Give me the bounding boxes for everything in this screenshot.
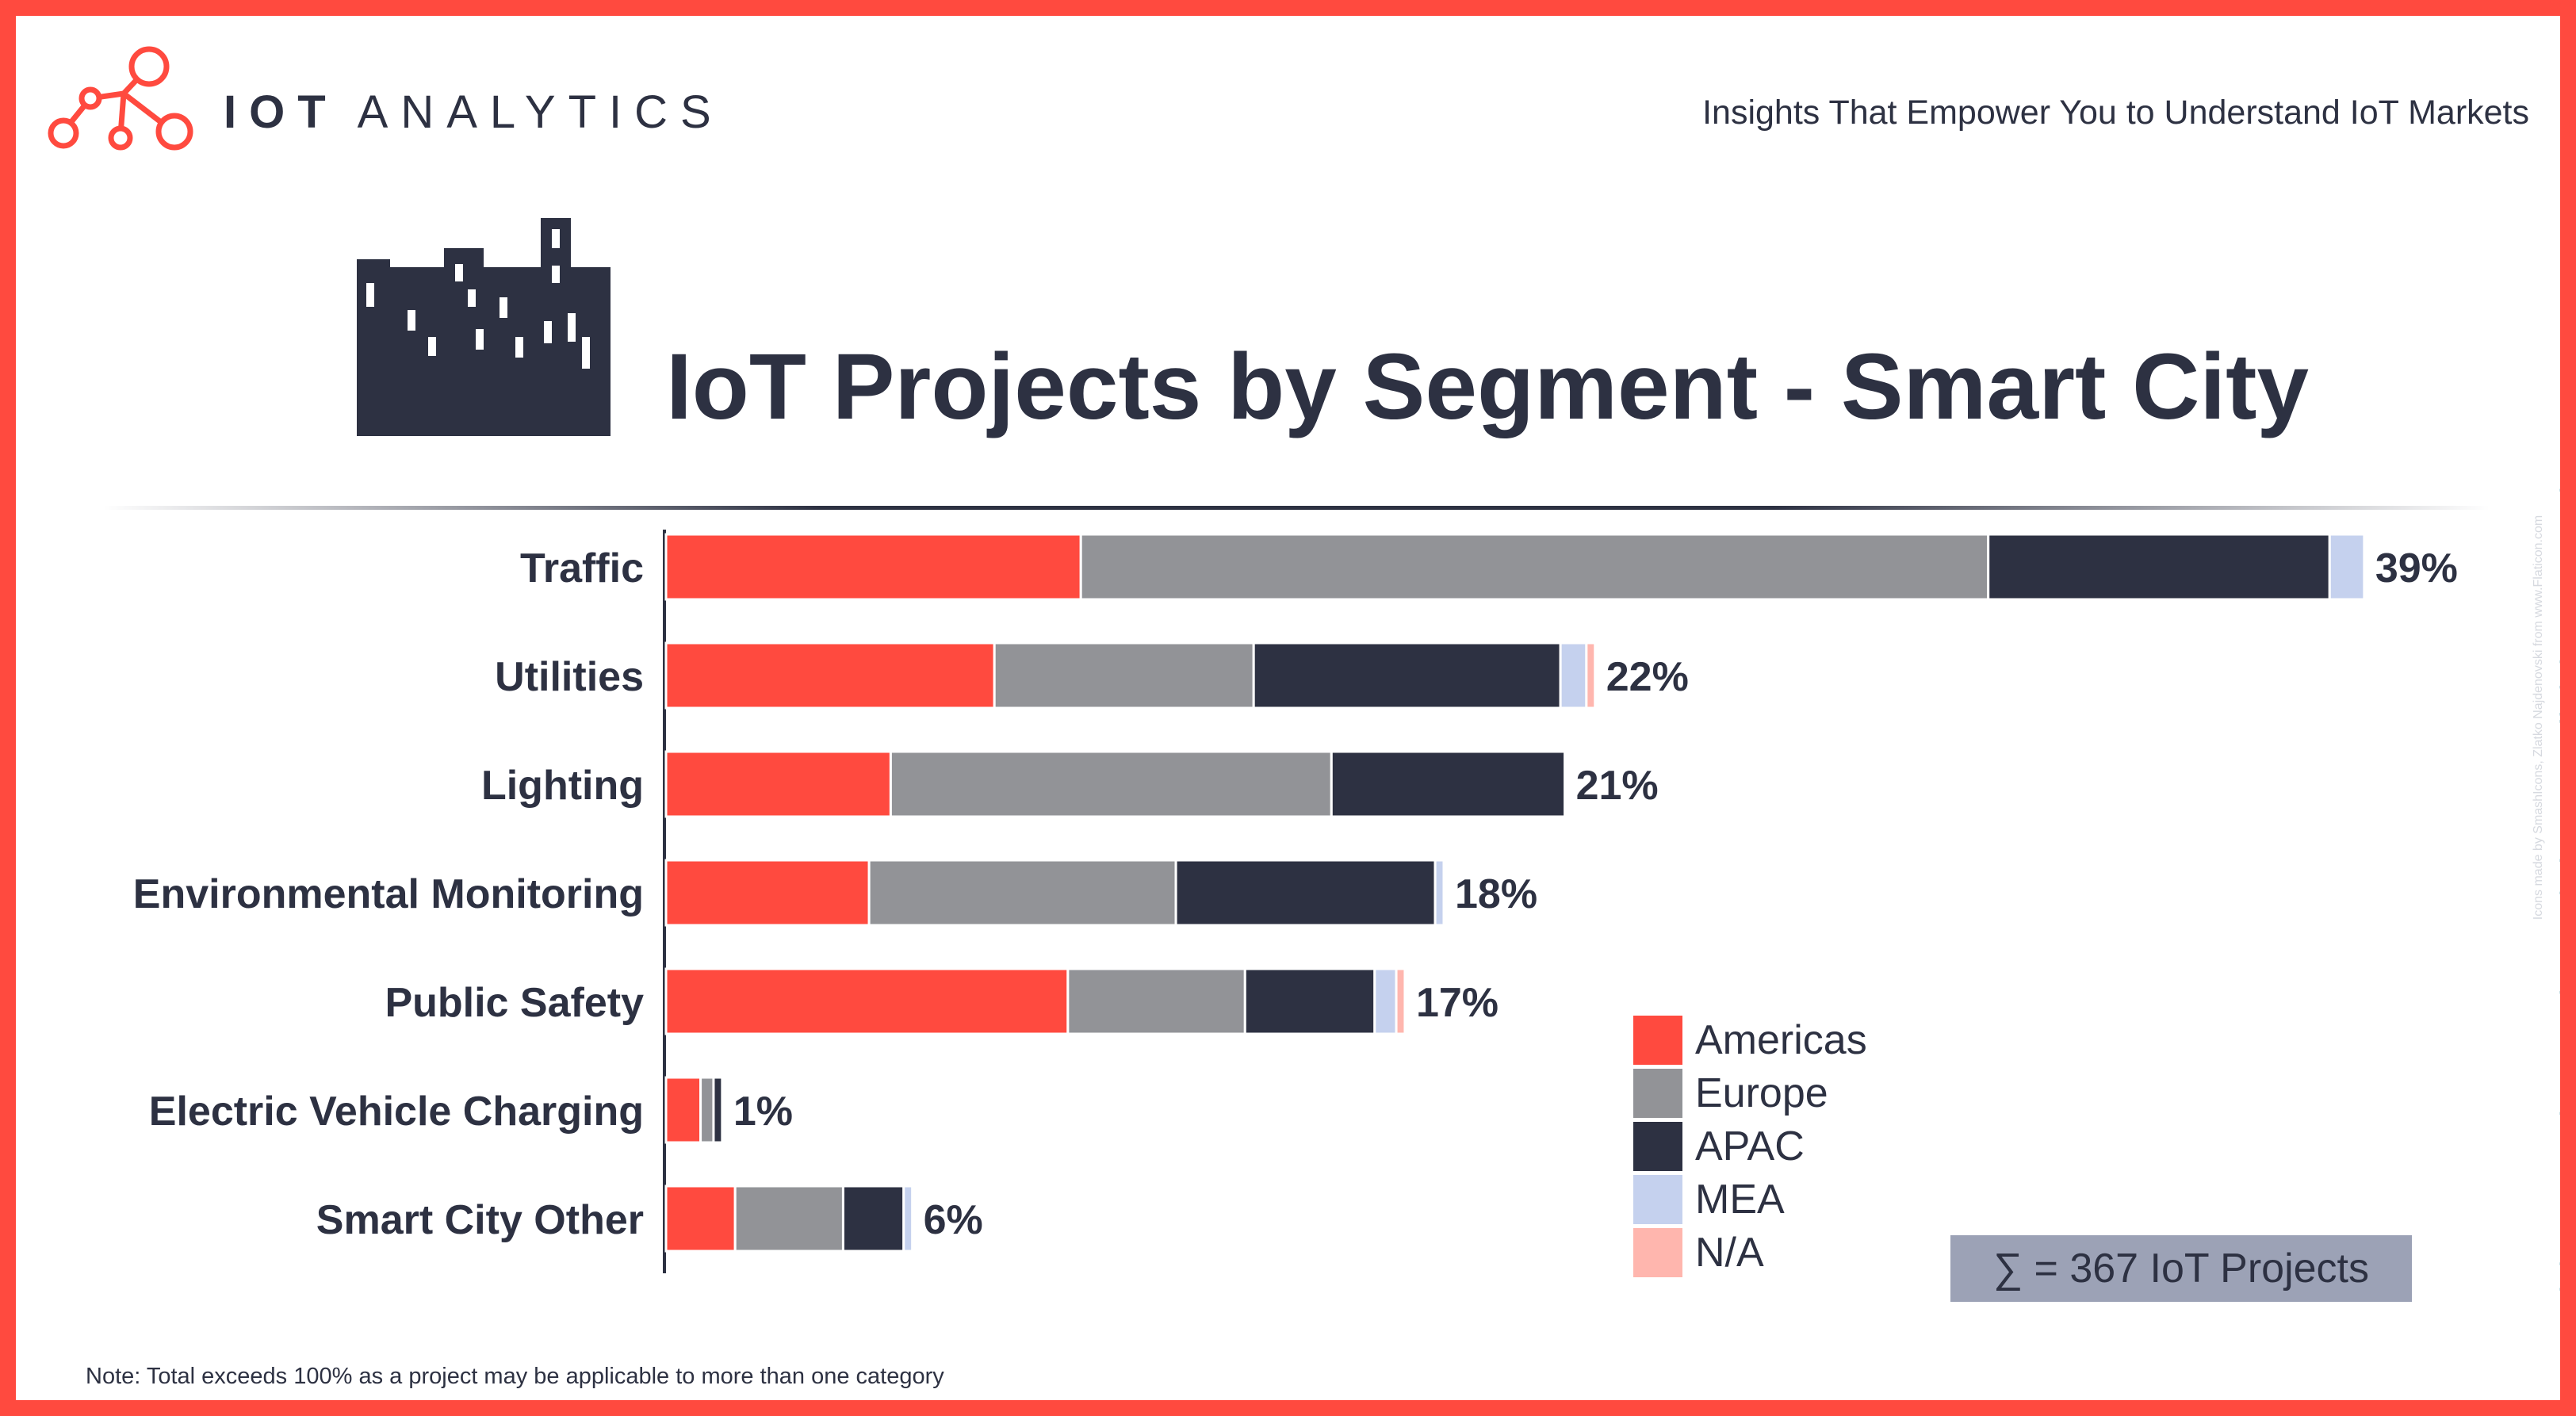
bar-utilities-apac xyxy=(1252,641,1562,710)
bar-public-safety-n-a xyxy=(1395,967,1407,1035)
bar-utilities-europe xyxy=(993,641,1255,710)
chart-marks: Traffic 39% Utilities 22% Lighting 21% Environ… xyxy=(133,533,2458,1253)
icon-credit: Icons made by SmashIcons, Zlatko Najdeno… xyxy=(2532,515,2545,920)
footnote: Note: Total exceeds 100% as a project ma… xyxy=(86,1364,944,1389)
legend-swatch xyxy=(1633,1174,1682,1224)
legend-item-americas: Americas xyxy=(1633,1013,1867,1066)
total-projects-box: ∑ = 367 IoT Projects xyxy=(1950,1235,2412,1302)
bar-traffic-americas xyxy=(664,533,1082,601)
bar-utilities-mea xyxy=(1559,641,1588,710)
legend-swatch xyxy=(1633,1015,1682,1065)
bar-public-safety-apac xyxy=(1243,967,1376,1035)
bar-public-safety-americas xyxy=(664,967,1070,1035)
bar-chart: Traffic 39% Utilities 22% Lighting 21% Environ… xyxy=(133,530,2458,1273)
legend-item-mea: MEA xyxy=(1633,1173,1867,1226)
bar-environmental-monitoring-apac xyxy=(1174,859,1437,927)
category-label-utilities: Utilities xyxy=(495,654,644,700)
legend-label: N/A xyxy=(1695,1229,1764,1276)
title-divider xyxy=(103,506,2490,510)
city-skyline-icon xyxy=(357,218,611,436)
legend-item-n-a: N/A xyxy=(1633,1226,1867,1279)
category-label-public-safety: Public Safety xyxy=(385,980,644,1026)
total-label-electric-vehicle-charging: 1% xyxy=(733,1089,793,1135)
tagline: Insights That Empower You to Understand … xyxy=(1702,94,2529,132)
brand-name: IOT ANALYTICS xyxy=(224,86,724,139)
bar-utilities-n-a xyxy=(1585,641,1597,710)
bar-environmental-monitoring-americas xyxy=(664,859,871,927)
bar-electric-vehicle-charging-europe xyxy=(699,1076,715,1144)
legend-swatch xyxy=(1633,1227,1682,1277)
brand-bold: IOT xyxy=(224,86,339,138)
total-label-environmental-monitoring: 18% xyxy=(1455,871,1537,917)
bar-traffic-europe xyxy=(1079,533,1990,601)
bar-public-safety-mea xyxy=(1373,967,1398,1035)
legend-swatch xyxy=(1633,1068,1682,1118)
total-label-lighting: 21% xyxy=(1576,763,1659,809)
total-label-public-safety: 17% xyxy=(1416,980,1499,1026)
bar-environmental-monitoring-mea xyxy=(1433,859,1445,927)
bar-lighting-europe xyxy=(889,750,1333,818)
bar-lighting-americas xyxy=(664,750,892,818)
total-label-traffic: 39% xyxy=(2375,545,2458,591)
bar-environmental-monitoring-europe xyxy=(867,859,1177,927)
category-label-lighting: Lighting xyxy=(481,763,644,809)
legend-label: Americas xyxy=(1695,1016,1867,1063)
legend-item-europe: Europe xyxy=(1633,1066,1867,1119)
legend-label: MEA xyxy=(1695,1176,1785,1223)
category-label-electric-vehicle-charging: Electric Vehicle Charging xyxy=(149,1089,644,1135)
brand-light: ANALYTICS xyxy=(357,86,724,138)
bar-smart-city-other-europe xyxy=(733,1184,844,1253)
bar-lighting-apac xyxy=(1330,750,1567,818)
bar-public-safety-europe xyxy=(1066,967,1246,1035)
bar-electric-vehicle-charging-apac xyxy=(712,1076,724,1144)
legend-label: Europe xyxy=(1695,1070,1828,1116)
legend-item-apac: APAC xyxy=(1633,1119,1867,1173)
chart-legend: Americas Europe APAC MEA N/A xyxy=(1633,1013,1867,1279)
iot-analytics-logo-icon xyxy=(48,46,193,151)
bar-traffic-apac xyxy=(1987,533,2331,601)
infographic-frame: IOT ANALYTICS Insights That Empower You t… xyxy=(16,16,2560,1400)
category-label-smart-city-other: Smart City Other xyxy=(316,1197,644,1243)
legend-label: APAC xyxy=(1695,1123,1805,1169)
bar-smart-city-other-apac xyxy=(841,1184,905,1253)
total-label-utilities: 22% xyxy=(1606,654,1689,700)
chart-title: IoT Projects by Segment - Smart City xyxy=(666,335,2310,439)
bar-smart-city-other-americas xyxy=(664,1184,737,1253)
total-label-smart-city-other: 6% xyxy=(924,1197,983,1243)
legend-swatch xyxy=(1633,1121,1682,1171)
category-label-traffic: Traffic xyxy=(520,545,644,591)
copyright-notice: Copyright © 2018 by www.iot-analytics.co… xyxy=(2554,486,2560,1380)
category-label-environmental-monitoring: Environmental Monitoring xyxy=(133,871,644,917)
bar-traffic-mea xyxy=(2328,533,2366,601)
bar-smart-city-other-mea xyxy=(902,1184,914,1253)
bar-electric-vehicle-charging-americas xyxy=(664,1076,702,1144)
bar-utilities-americas xyxy=(664,641,996,710)
